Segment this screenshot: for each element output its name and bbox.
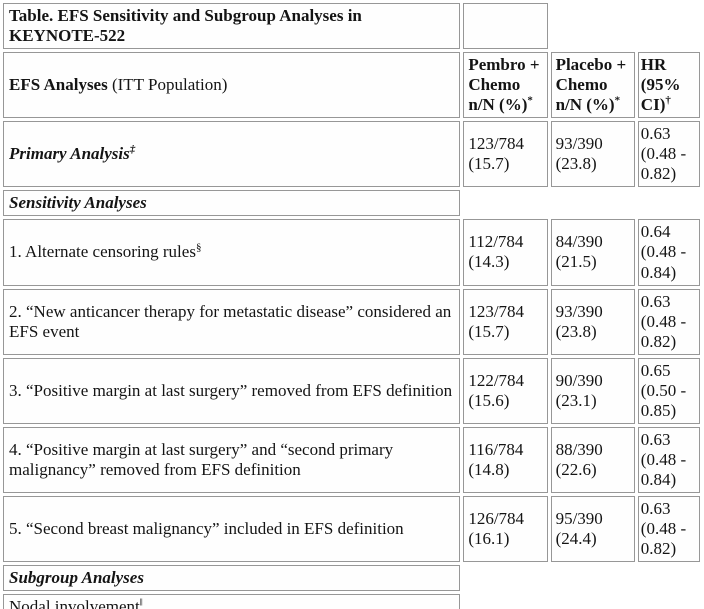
- title-row: Table. EFS Sensitivity and Subgroup Anal…: [3, 3, 700, 50]
- table-row: 3. “Positive margin at last surgery” rem…: [3, 357, 700, 424]
- sensitivity-section-row: Sensitivity Analyses: [3, 190, 700, 217]
- placebo-value-cell: 93/390 (23.8): [550, 288, 635, 355]
- hr-value-cell: 0.65 (0.50 - 0.85): [637, 357, 700, 424]
- hr-value-cell: 0.63 (0.48 - 0.82): [637, 495, 700, 563]
- hr-value-cell: 0.63 (0.48 - 0.84): [637, 426, 700, 493]
- row-label-cell: Primary Analysis‡: [3, 121, 461, 188]
- pembro-value-cell: 126/784 (16.1): [463, 495, 548, 563]
- row-label-cell: 4. “Positive margin at last surgery” and…: [3, 426, 461, 493]
- hr-value-cell: 0.63 (0.48 - 0.82): [637, 288, 700, 355]
- subgroup-section-row: Subgroup Analyses: [3, 565, 700, 592]
- title-spacer-cell: [463, 3, 548, 50]
- placebo-value-cell: 95/390 (24.4): [550, 495, 635, 563]
- pembro-value-cell: 123/784 (15.7): [463, 121, 548, 188]
- row-label-cell: Nodal involvement‖: [3, 594, 461, 609]
- placebo-value-cell: 90/390 (23.1): [550, 357, 635, 424]
- header-pembro-chemo: Pembro + Chemo n/N (%)*: [463, 52, 548, 119]
- pembro-value-cell: 116/784 (14.8): [463, 426, 548, 493]
- primary-analysis-row: Primary Analysis‡ 123/784 (15.7) 93/390 …: [3, 121, 700, 188]
- hr-value-cell: 0.63 (0.48 - 0.82): [637, 121, 700, 188]
- row-label-cell: 3. “Positive margin at last surgery” rem…: [3, 357, 461, 424]
- section-label-cell: Subgroup Analyses: [3, 565, 461, 592]
- pembro-value-cell: 123/784 (15.7): [463, 288, 548, 355]
- placebo-value-cell: 93/390 (23.8): [550, 121, 635, 188]
- pembro-value-cell: 122/784 (15.6): [463, 357, 548, 424]
- table-row: 2. “New anticancer therapy for metastati…: [3, 288, 700, 355]
- header-efs-analyses: EFS Analyses (ITT Population): [3, 52, 461, 119]
- placebo-value-cell: 88/390 (22.6): [550, 426, 635, 493]
- header-placebo-chemo: Placebo + Chemo n/N (%)*: [550, 52, 635, 119]
- nodal-involvement-row: Nodal involvement‖: [3, 594, 700, 609]
- header-hazard-ratio: HR (95% CI)†: [637, 52, 700, 119]
- row-label-cell: 1. Alternate censoring rules§: [3, 219, 461, 286]
- placebo-value-cell: 84/390 (21.5): [550, 219, 635, 286]
- table-row: 5. “Second breast malignancy” included i…: [3, 495, 700, 563]
- column-header-row: EFS Analyses (ITT Population) Pembro + C…: [3, 52, 700, 119]
- pembro-value-cell: 112/784 (14.3): [463, 219, 548, 286]
- hr-value-cell: 0.64 (0.48 - 0.84): [637, 219, 700, 286]
- row-label-cell: 2. “New anticancer therapy for metastati…: [3, 288, 461, 355]
- table-row: 1. Alternate censoring rules§ 112/784 (1…: [3, 219, 700, 286]
- row-label-cell: 5. “Second breast malignancy” included i…: [3, 495, 461, 563]
- table-row: 4. “Positive margin at last surgery” and…: [3, 426, 700, 493]
- section-label-cell: Sensitivity Analyses: [3, 190, 461, 217]
- table-title: Table. EFS Sensitivity and Subgroup Anal…: [3, 3, 461, 50]
